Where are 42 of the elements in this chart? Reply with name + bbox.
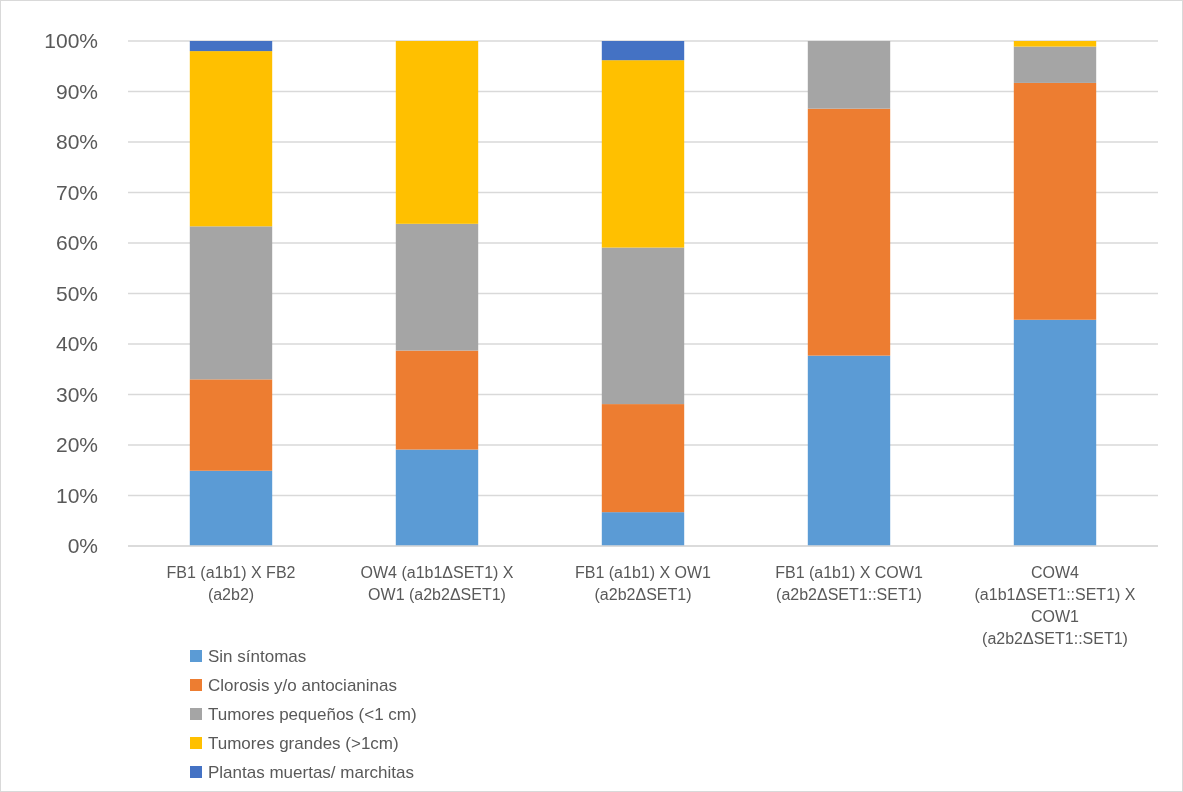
bar (601, 41, 685, 61)
bar (601, 512, 685, 546)
y-tick-label: 50% (55, 281, 98, 305)
bar (1013, 82, 1097, 320)
legend-label: Clorosis y/o antocianinas (208, 675, 397, 695)
bar (1013, 41, 1097, 47)
bar (189, 470, 273, 546)
bar (1013, 319, 1097, 546)
bar (1013, 46, 1097, 83)
bar (395, 223, 479, 351)
bar (189, 226, 273, 380)
x-tick-label: COW4 (a1b1ΔSET1::SET1) X COW1 (a2b2ΔSET1::SET1) (974, 564, 1136, 647)
y-tick-label: 80% (55, 130, 98, 154)
x-tick-label: FB1 (a1b1) X OW1 (a2b2ΔSET1) (574, 564, 712, 603)
legend-label: Tumores grandes (>1cm) (208, 733, 399, 753)
bar (395, 449, 479, 546)
y-tick-label: 40% (55, 332, 98, 356)
y-tick-label: 30% (55, 382, 98, 406)
y-tick-label: 0% (67, 534, 98, 558)
bar (395, 350, 479, 450)
bar (189, 51, 273, 227)
x-tick-label: FB1 (a1b1) X COW1 (a2b2ΔSET1::SET1) (775, 564, 923, 603)
y-tick-label: 10% (55, 483, 98, 507)
bar (189, 379, 273, 471)
bar (601, 60, 685, 248)
bar (395, 41, 479, 224)
y-tick-label: 100% (44, 29, 98, 53)
bar (807, 41, 891, 109)
y-tick-label: 60% (55, 231, 98, 255)
bar (189, 41, 273, 52)
bar (601, 247, 685, 405)
legend-label: Plantas muertas/ marchitas (208, 762, 414, 782)
x-tick-label: FB1 (a1b1) X FB2 (a2b2) (166, 564, 296, 603)
x-tick-label: OW4 (a1b1ΔSET1) X OW1 (a2b2ΔSET1) (360, 564, 514, 603)
y-tick-label: 20% (55, 433, 98, 457)
legend-label: Tumores pequeños (<1 cm) (208, 704, 417, 724)
bar (807, 108, 891, 356)
bar (601, 404, 685, 513)
y-tick-label: 90% (55, 79, 98, 103)
legend-label: Sin síntomas (208, 646, 307, 666)
bar (807, 355, 891, 546)
y-tick-label: 70% (55, 180, 98, 204)
